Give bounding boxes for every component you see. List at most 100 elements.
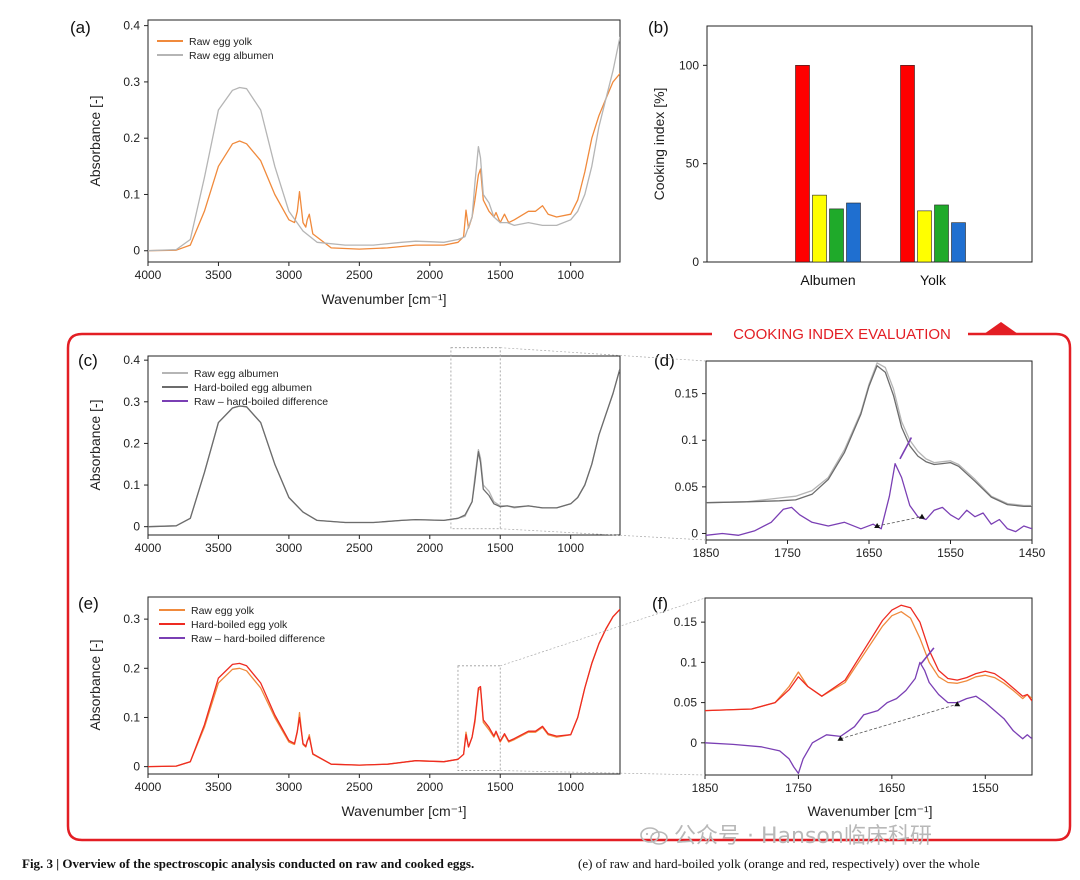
panel-f: 1850 1750 1650 1550 0 0.05 0.1 0.15 (f) Wavenumbe… bbox=[652, 594, 1033, 819]
y-tick-label: 0.2 bbox=[123, 436, 140, 450]
x-tick-label: 3000 bbox=[276, 541, 303, 555]
y-tick-label: 0 bbox=[133, 520, 140, 534]
y-tick-label: 0.1 bbox=[123, 187, 140, 201]
x-tick-label: 1450 bbox=[1019, 546, 1046, 560]
legend-label: Hard-boiled egg albumen bbox=[194, 382, 312, 394]
legend-label: Raw egg yolk bbox=[189, 36, 253, 48]
x-axis-label: Wavenumber [cm⁻¹] bbox=[807, 803, 932, 819]
y-tick-label: 0.05 bbox=[674, 696, 698, 710]
panel-label: (d) bbox=[654, 351, 675, 370]
x-tick-label: 1550 bbox=[937, 546, 964, 560]
baseline-line bbox=[840, 703, 958, 740]
figure-caption-right: (e) of raw and hard-boiled yolk (orange … bbox=[578, 856, 980, 871]
panel-a: 4000 3500 3000 2500 2000 1500 1000 0 0.1 0.2 0.3 0.… bbox=[70, 18, 621, 307]
baseline-marker bbox=[918, 513, 925, 519]
bar-yolk bbox=[934, 204, 949, 263]
bar-albumen bbox=[846, 202, 861, 263]
zoom-box bbox=[457, 665, 501, 771]
watermark-text: 公众号 · Hanson临床科研 bbox=[674, 824, 932, 849]
baseline-marker bbox=[874, 523, 881, 529]
peak-arrow bbox=[899, 437, 913, 460]
plot-frame bbox=[706, 25, 1033, 263]
panel-e: 4000 3500 3000 2500 2000 1500 1000 0 0.1 0.2 0.3 (e… bbox=[78, 594, 621, 819]
y-tick-label: 0 bbox=[690, 736, 697, 750]
y-tick-label: 0.15 bbox=[675, 387, 699, 401]
x-tick-label: 2000 bbox=[416, 780, 443, 794]
series-line-raw-hard-boiled-difference bbox=[705, 661, 1032, 775]
y-tick-label: 0 bbox=[133, 760, 140, 774]
x-tick-label: 4000 bbox=[135, 780, 162, 794]
series-line-hard-boiled-egg-yolk bbox=[705, 604, 1032, 712]
x-tick-label: 2500 bbox=[346, 268, 373, 282]
legend-label: Raw – hard-boiled difference bbox=[194, 396, 328, 408]
y-tick-label: 0.05 bbox=[675, 480, 699, 494]
x-tick-label: 1650 bbox=[879, 781, 906, 795]
x-tick-label: 2000 bbox=[416, 268, 443, 282]
x-tick-label: 1500 bbox=[487, 541, 514, 555]
series-line-raw-egg-albumen bbox=[148, 36, 620, 252]
x-tick-label: 1850 bbox=[692, 781, 719, 795]
x-axis-label: Wavenumber [cm⁻¹] bbox=[341, 803, 466, 819]
series-line-hard-boiled-egg-albumen bbox=[706, 365, 1032, 508]
x-tick-label: 1500 bbox=[487, 780, 514, 794]
y-axis-label: Absorbance [-] bbox=[87, 639, 103, 730]
panel-b: 0 50 100 Albumen Yolk (b) Cooking index [%] bbox=[648, 18, 1033, 288]
plot-frame bbox=[147, 596, 621, 775]
y-tick-label: 0.2 bbox=[123, 661, 140, 675]
y-tick-label: 0.1 bbox=[123, 710, 140, 724]
y-tick-label: 0.3 bbox=[123, 75, 140, 89]
y-tick-label: 0 bbox=[691, 526, 698, 540]
bar-yolk bbox=[900, 65, 915, 263]
category-label: Albumen bbox=[800, 272, 855, 288]
x-tick-label: 1650 bbox=[856, 546, 883, 560]
panel-label: (a) bbox=[70, 18, 91, 37]
x-tick-label: 1500 bbox=[487, 268, 514, 282]
y-axis-label: Absorbance [-] bbox=[87, 95, 103, 186]
cooking-index-frame bbox=[66, 322, 1072, 842]
x-tick-label: 3500 bbox=[205, 268, 232, 282]
panel-label: (c) bbox=[78, 351, 98, 370]
x-tick-label: 2500 bbox=[346, 541, 373, 555]
x-tick-label: 2000 bbox=[416, 541, 443, 555]
x-tick-label: 2500 bbox=[346, 780, 373, 794]
baseline-marker bbox=[954, 701, 961, 707]
series-line-hard-boiled-egg-albumen bbox=[148, 368, 620, 528]
y-tick-label: 0.1 bbox=[680, 655, 697, 669]
watermark: 公众号 · Hanson临床科研 bbox=[640, 818, 932, 850]
panel-c: 4000 3500 3000 2500 2000 1500 1000 0 0.1 0.2 0.3 0.… bbox=[78, 347, 621, 555]
legend-label: Hard-boiled egg yolk bbox=[191, 619, 288, 631]
y-tick-label: 100 bbox=[679, 58, 699, 72]
plot-frame bbox=[147, 355, 621, 536]
bar-albumen bbox=[829, 208, 844, 263]
x-tick-label: 4000 bbox=[135, 268, 162, 282]
x-tick-label: 1750 bbox=[785, 781, 812, 795]
y-tick-label: 0.4 bbox=[123, 19, 140, 33]
series-line-raw-egg-yolk bbox=[148, 73, 620, 252]
wechat-icon bbox=[640, 827, 668, 845]
y-tick-label: 0 bbox=[692, 255, 699, 269]
series-line-hard-boiled-egg-yolk bbox=[148, 608, 620, 768]
category-label: Yolk bbox=[920, 272, 947, 288]
y-tick-label: 0.1 bbox=[681, 433, 698, 447]
y-tick-label: 0.1 bbox=[123, 478, 140, 492]
y-axis-label: Absorbance [-] bbox=[87, 399, 103, 490]
frame-border bbox=[66, 332, 1072, 842]
x-tick-label: 3500 bbox=[205, 541, 232, 555]
zoom-connector-top bbox=[500, 347, 707, 362]
peak-arrow bbox=[920, 647, 935, 665]
y-tick-label: 0.2 bbox=[123, 131, 140, 145]
x-tick-label: 3500 bbox=[205, 780, 232, 794]
panel-label: (b) bbox=[648, 18, 669, 37]
bar-albumen bbox=[812, 194, 827, 263]
series-line-raw-egg-yolk bbox=[705, 611, 1032, 712]
zoom-connector-lines bbox=[500, 347, 707, 776]
zoom-connector-bottom bbox=[500, 528, 707, 541]
y-tick-label: 0 bbox=[133, 244, 140, 258]
y-tick-label: 50 bbox=[686, 157, 700, 171]
x-tick-label: 1850 bbox=[693, 546, 720, 560]
baseline-line bbox=[877, 516, 923, 527]
plot-frame bbox=[147, 19, 621, 263]
bar-yolk bbox=[951, 222, 966, 263]
y-tick-label: 0.3 bbox=[123, 395, 140, 409]
